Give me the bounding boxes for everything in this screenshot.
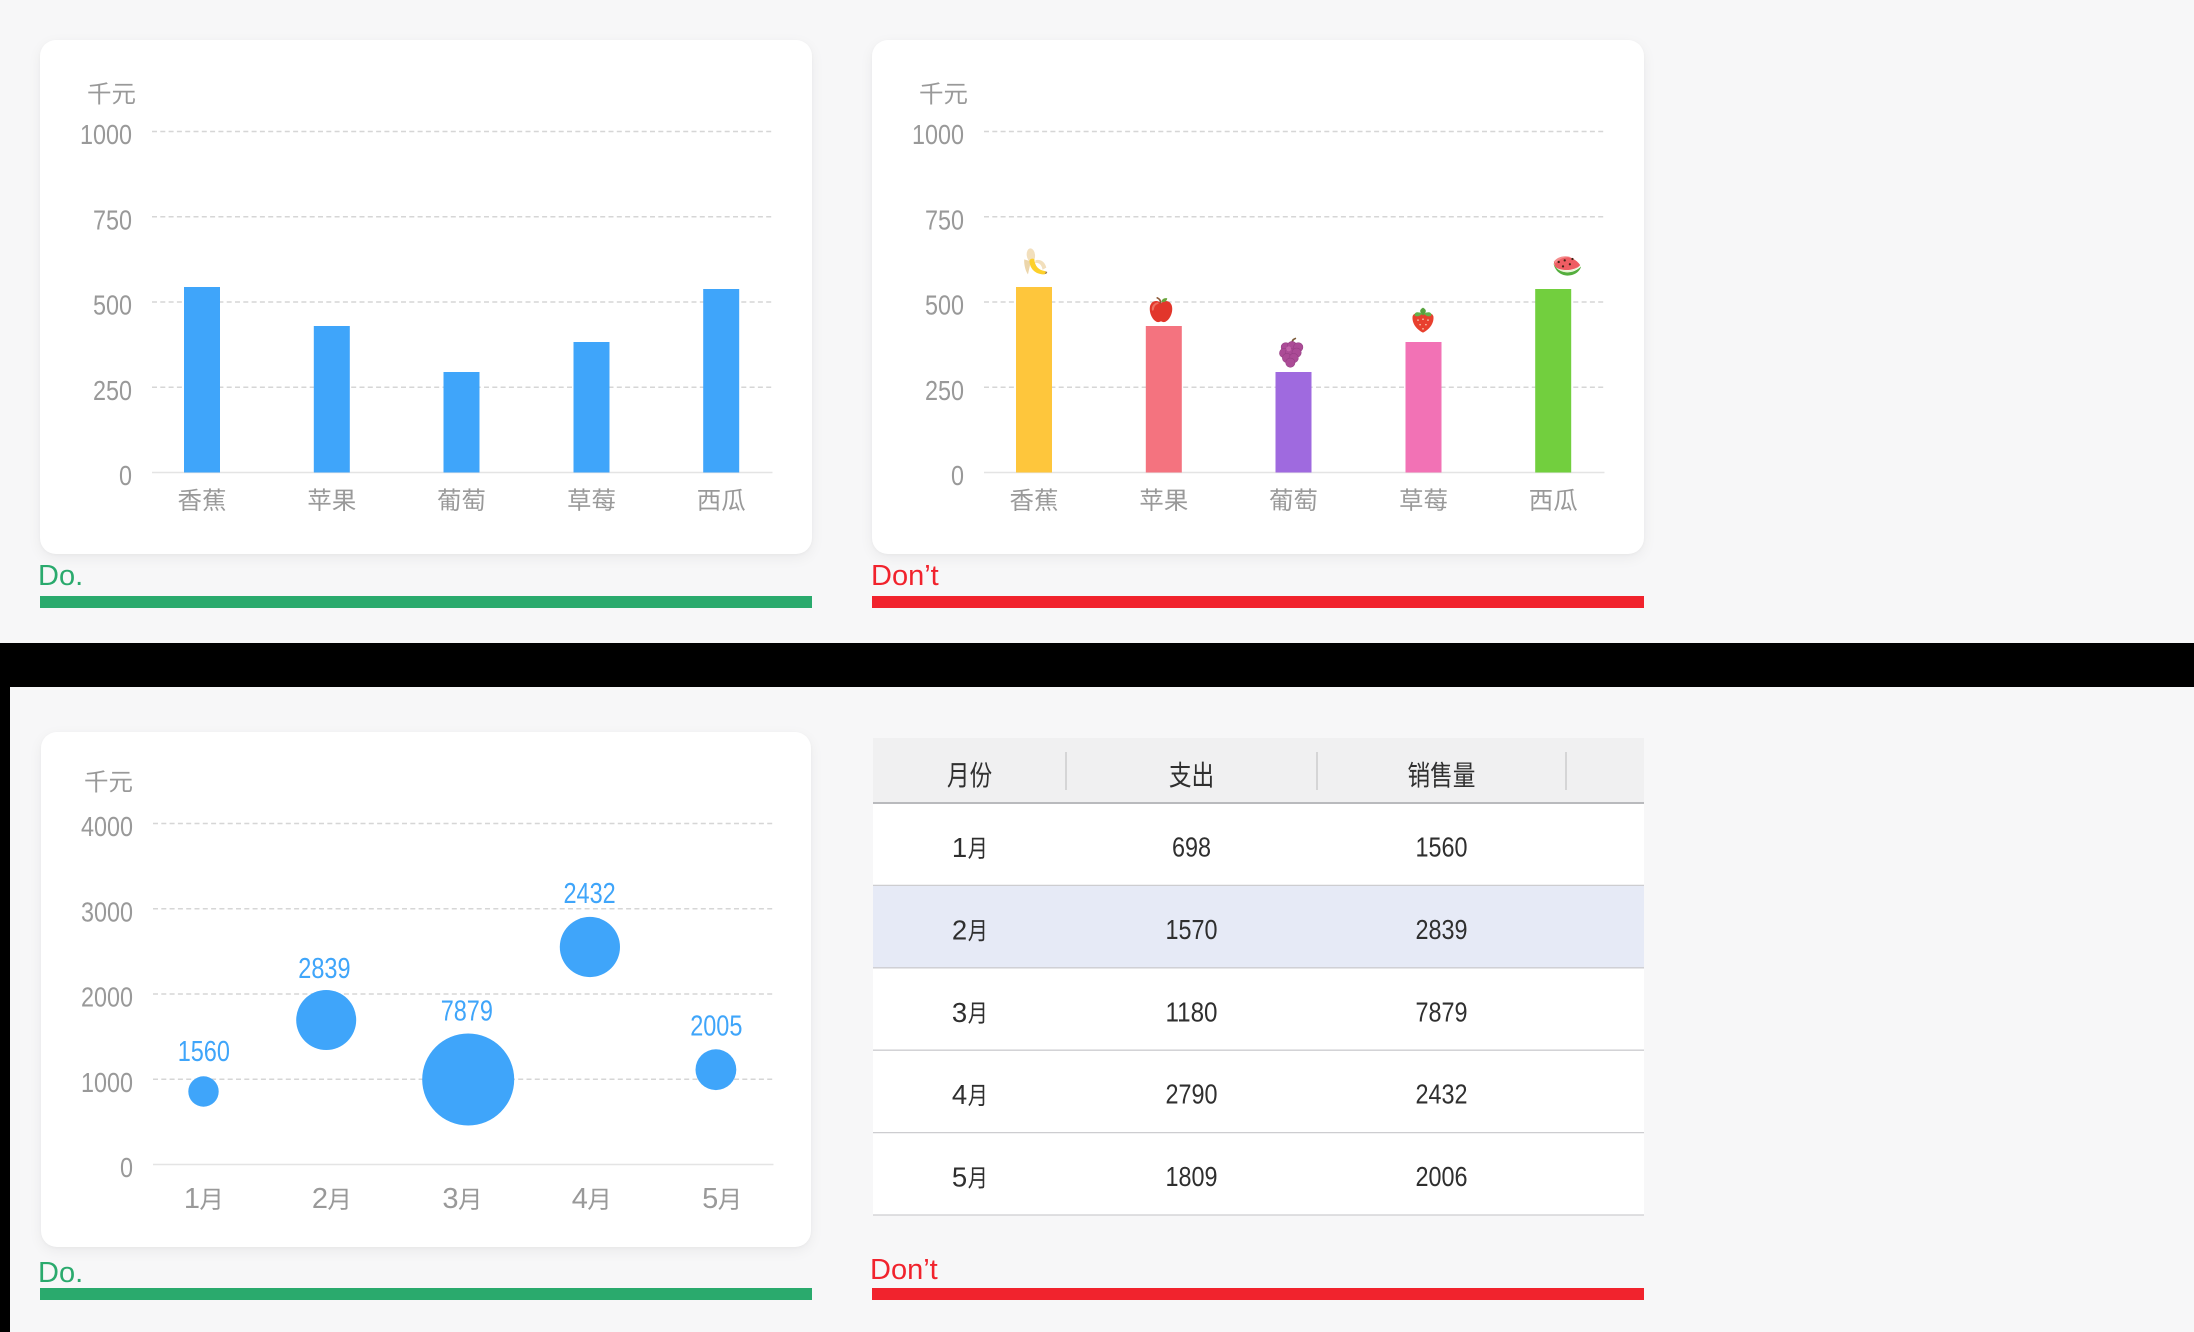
svg-text:3: 3 <box>952 997 967 1028</box>
svg-text:2432: 2432 <box>564 878 616 910</box>
svg-text:250: 250 <box>925 375 964 406</box>
svg-text:2005: 2005 <box>690 1011 742 1043</box>
svg-text:7879: 7879 <box>1416 996 1468 1027</box>
svg-text:4000: 4000 <box>81 811 133 842</box>
svg-text:1000: 1000 <box>912 119 964 150</box>
svg-text:4: 4 <box>572 1183 588 1215</box>
svg-text:2839: 2839 <box>1416 914 1468 945</box>
svg-text:0: 0 <box>120 1152 133 1183</box>
svg-text:2790: 2790 <box>1166 1079 1218 1110</box>
svg-text:5: 5 <box>702 1183 718 1215</box>
svg-text:4: 4 <box>952 1079 967 1110</box>
svg-text:1809: 1809 <box>1166 1161 1218 1192</box>
svg-text:750: 750 <box>925 204 964 235</box>
svg-text:1560: 1560 <box>178 1036 230 1068</box>
svg-text:1570: 1570 <box>1166 914 1218 945</box>
svg-text:2: 2 <box>952 914 967 945</box>
svg-text:2839: 2839 <box>298 953 350 985</box>
svg-text:0: 0 <box>951 460 964 491</box>
svg-text:3: 3 <box>442 1183 458 1215</box>
svg-text:2432: 2432 <box>1416 1079 1468 1110</box>
svg-text:1180: 1180 <box>1166 996 1218 1027</box>
svg-text:2: 2 <box>312 1183 328 1215</box>
svg-text:1: 1 <box>184 1183 200 1215</box>
svg-text:3000: 3000 <box>81 896 133 927</box>
svg-text:1: 1 <box>952 832 967 863</box>
svg-text:250: 250 <box>93 375 132 406</box>
svg-text:698: 698 <box>1172 832 1211 863</box>
svg-text:500: 500 <box>93 290 132 321</box>
svg-text:7879: 7879 <box>441 996 493 1028</box>
svg-text:0: 0 <box>119 460 132 491</box>
svg-text:1000: 1000 <box>81 1067 133 1098</box>
svg-text:2006: 2006 <box>1416 1161 1468 1192</box>
svg-text:2000: 2000 <box>81 982 133 1013</box>
svg-text:5: 5 <box>952 1162 967 1193</box>
svg-text:500: 500 <box>925 290 964 321</box>
svg-text:1000: 1000 <box>80 119 132 150</box>
svg-text:750: 750 <box>93 204 132 235</box>
svg-text:1560: 1560 <box>1416 832 1468 863</box>
